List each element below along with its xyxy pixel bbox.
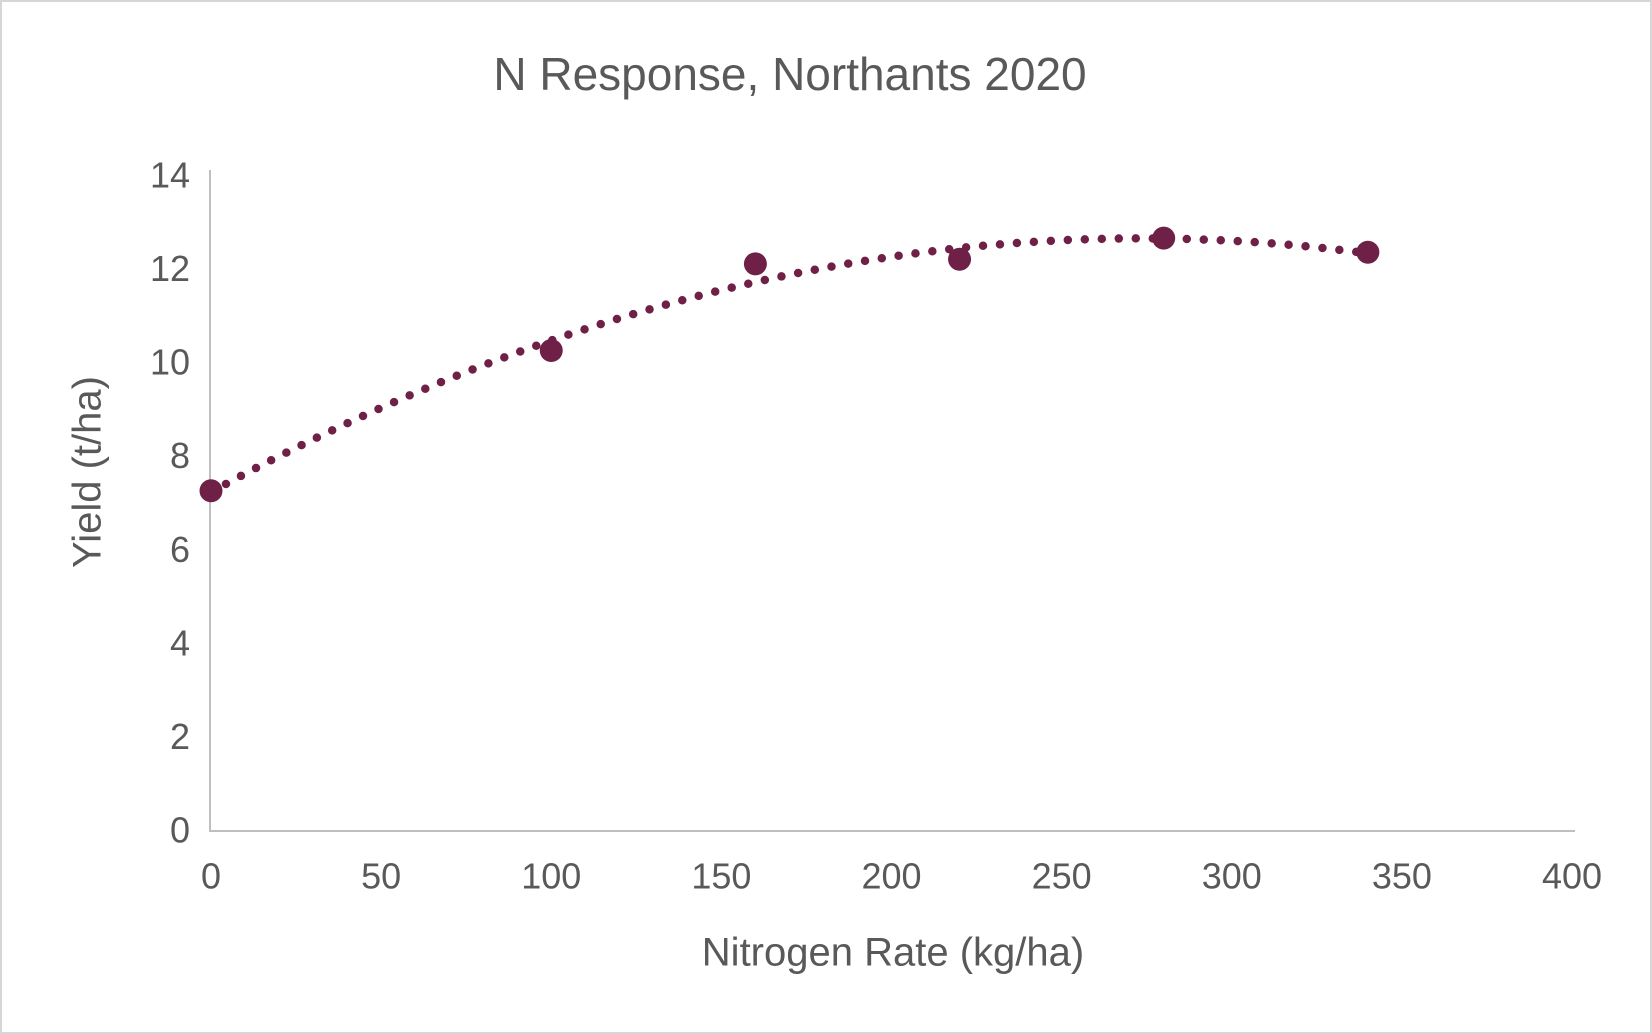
y-tick-label: 12 bbox=[150, 248, 190, 289]
x-tick-label: 350 bbox=[1372, 856, 1432, 897]
data-point-marker[interactable] bbox=[1356, 240, 1380, 264]
data-point-marker[interactable] bbox=[948, 247, 972, 271]
x-tick-label: 200 bbox=[861, 856, 921, 897]
y-axis-title: Yield (t/ha) bbox=[65, 376, 110, 568]
x-tick-label: 150 bbox=[691, 856, 751, 897]
y-tick-label: 10 bbox=[150, 342, 190, 383]
y-tick-label: 6 bbox=[170, 529, 190, 570]
y-tick-label: 0 bbox=[170, 810, 190, 851]
data-point-marker[interactable] bbox=[743, 252, 767, 276]
y-tick-label: 4 bbox=[170, 622, 190, 663]
x-tick-label: 400 bbox=[1542, 856, 1602, 897]
x-tick-label: 250 bbox=[1032, 856, 1092, 897]
trendline-dotted[interactable] bbox=[206, 234, 1373, 497]
data-point-marker[interactable] bbox=[199, 479, 223, 503]
x-tick-label: 300 bbox=[1202, 856, 1262, 897]
y-tick-label: 2 bbox=[170, 716, 190, 757]
data-point-marker[interactable] bbox=[539, 338, 563, 362]
chart-title: N Response, Northants 2020 bbox=[493, 48, 1087, 100]
x-axis-title: Nitrogen Rate (kg/ha) bbox=[701, 930, 1085, 975]
y-tick-label: 8 bbox=[170, 435, 190, 476]
y-tick-label: 14 bbox=[150, 155, 190, 196]
data-point-marker[interactable] bbox=[1152, 226, 1176, 250]
x-tick-label: 100 bbox=[521, 856, 581, 897]
x-tick-label: 50 bbox=[361, 856, 401, 897]
x-tick-label: 0 bbox=[201, 856, 221, 897]
